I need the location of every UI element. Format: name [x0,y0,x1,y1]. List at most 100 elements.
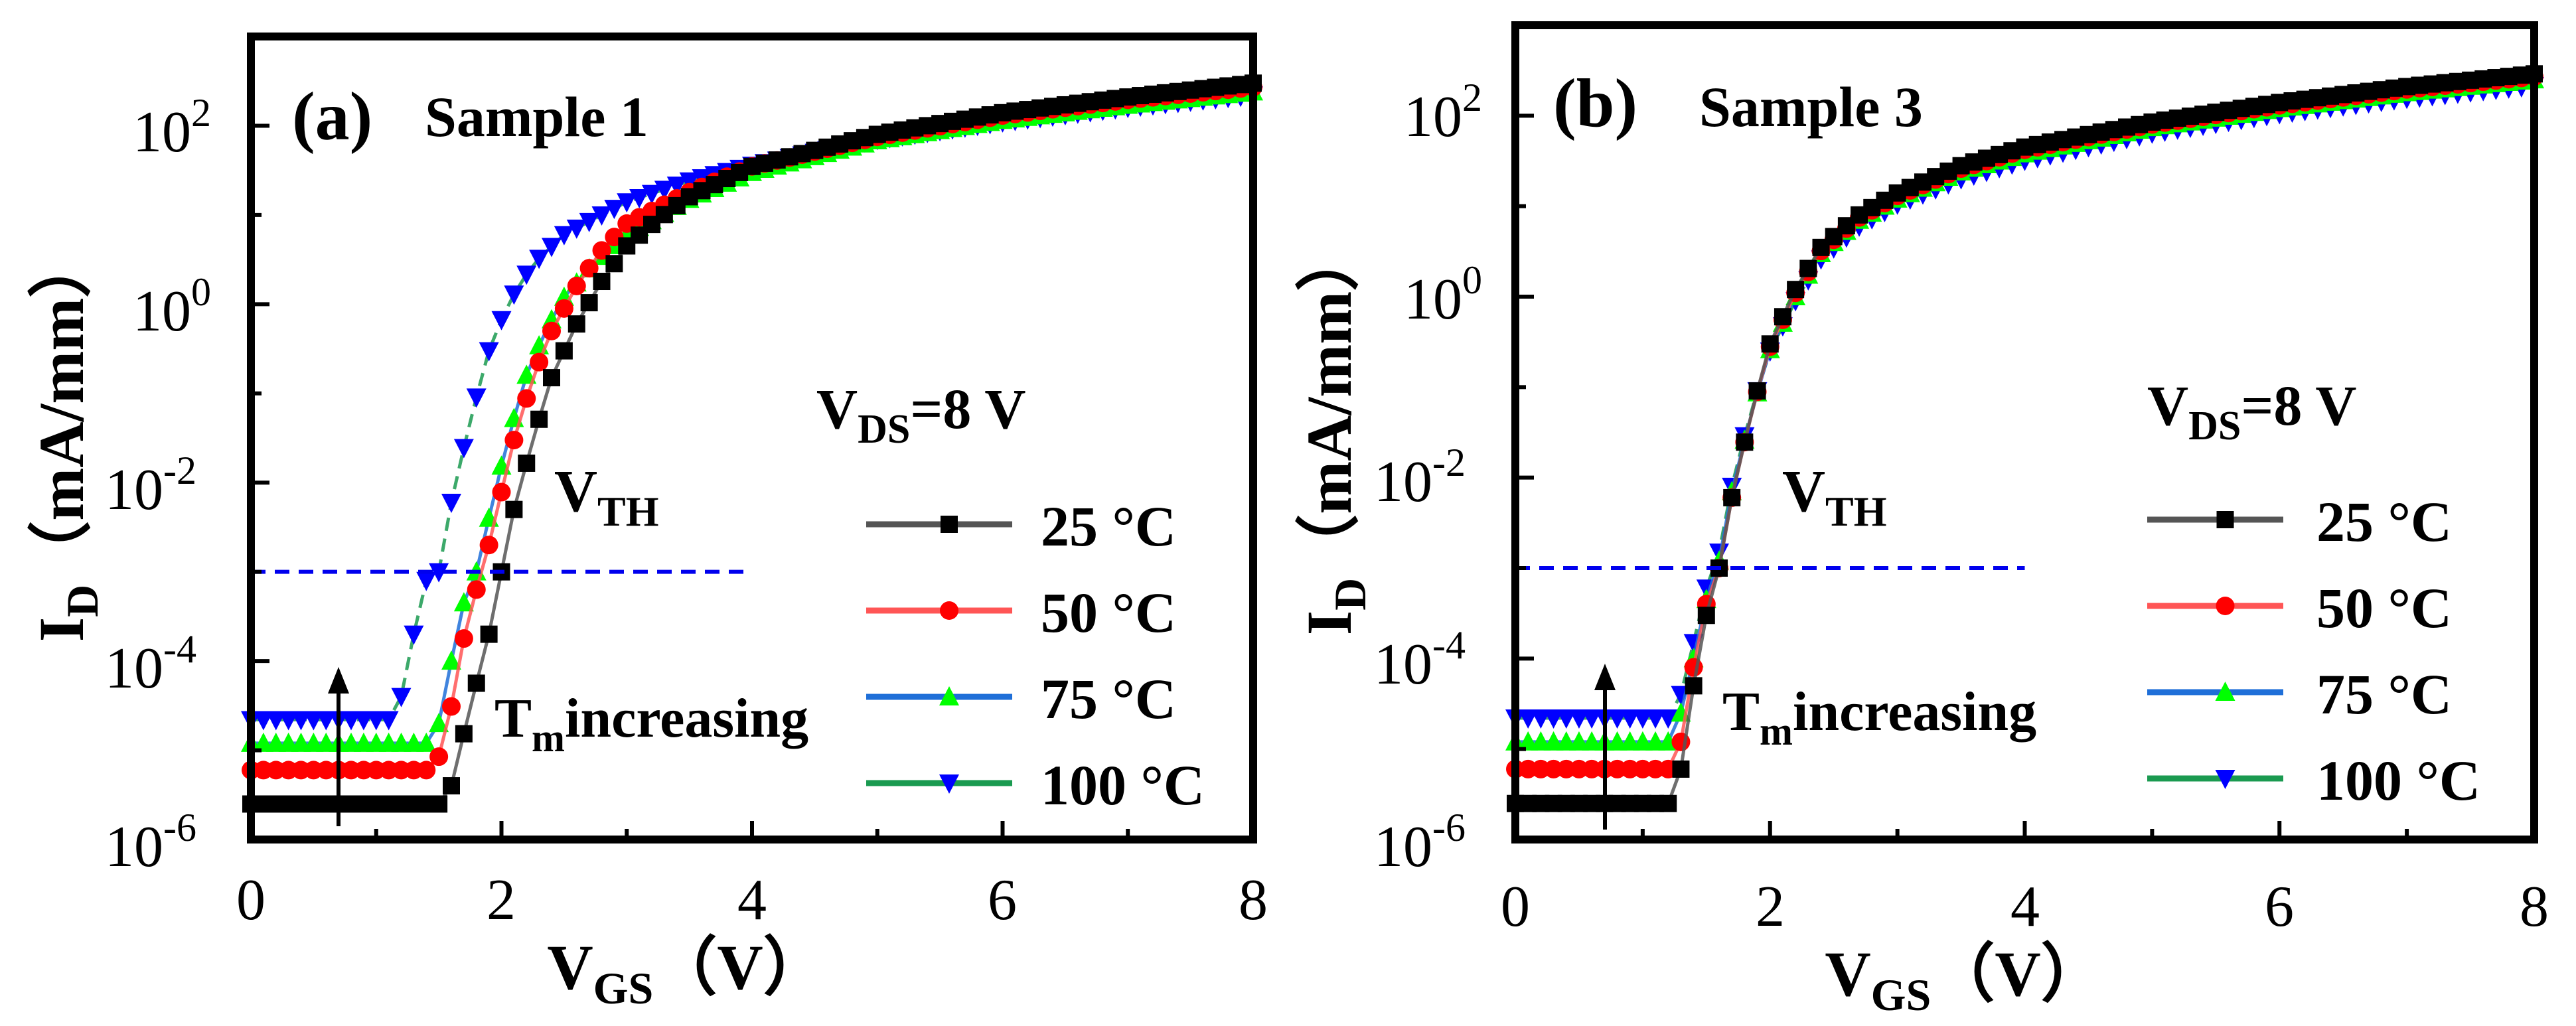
panel-a-x-tick-label: 8 [1239,868,1268,932]
panel-a-legend-symbols [866,516,1012,794]
panel-a-axis-ticks [249,35,1255,842]
data-point [278,732,299,752]
data-point [1531,731,1551,751]
data-point [1531,759,1551,778]
data-point [253,732,273,752]
data-point [1799,259,1817,277]
panel-b-tm-annotation: Tmincreasing [1722,681,2036,753]
data-point [543,369,560,387]
data-point [416,571,437,591]
data-point [417,761,436,780]
data-point [504,431,524,450]
data-point [366,711,386,731]
panel-b-y-tick-label: 10-4 [1374,623,1466,697]
data-point [453,439,474,459]
data-point [1582,731,1602,751]
data-point [1582,759,1602,778]
data-point [567,276,586,295]
panel-b-x-tick-label: 2 [1756,875,1785,939]
data-point [1620,759,1639,778]
data-point [1608,759,1627,778]
legend-marker [939,686,959,705]
data-point [265,732,286,752]
data-point [378,711,399,731]
data-point [1645,731,1666,751]
data-point [480,625,498,643]
data-point [593,273,611,291]
data-point [517,389,536,408]
data-point [1684,658,1703,677]
data-point [605,255,623,273]
data-point [1582,709,1602,729]
data-point [1787,281,1805,299]
series-line-100C [251,93,1254,721]
panel-a-tm-arrowhead [328,667,349,694]
data-point [404,625,424,645]
panel-a-series-layer [241,74,1263,813]
panel-a-sample-title: Sample 1 [425,85,648,149]
data-point [1685,677,1703,695]
data-point [666,177,687,196]
series-line-75C [251,90,1254,745]
data-point [591,206,612,226]
panel-a-legend-entry: 75 °C [1041,667,1176,731]
data-point [1569,759,1588,778]
panel-b-legend-symbols [2147,511,2283,789]
data-point [642,184,662,204]
legend-marker [2215,770,2235,789]
data-point [1645,709,1666,729]
panel-b-y-tick-label: 10-2 [1374,441,1466,514]
data-point [518,454,536,472]
data-point [504,285,524,305]
data-point [1568,709,1589,729]
series-line-75C [1515,78,2535,744]
data-point [1646,759,1665,778]
data-point [516,265,537,285]
data-point [1633,759,1652,778]
panel-b-vth-annotation: VTH [1782,459,1886,535]
data-point [1556,709,1576,729]
panel-b-x-tick-label: 6 [2265,875,2294,939]
data-point [679,172,700,192]
panel-a-legend-title: VDS=8 V [816,377,1025,452]
panel-a-legend-entry: 25 °C [1041,494,1176,558]
data-point [1543,731,1564,751]
panel-b-x-tick-label: 0 [1501,875,1530,939]
panel-a-y-tick-label: 100 [133,270,211,344]
data-point [429,713,449,733]
data-point [1697,607,1715,624]
panel-b-y-axis-label: ID（mA/mm） [1294,228,1375,635]
data-point [479,342,499,362]
panel-b-y-tick-label: 100 [1404,258,1482,332]
panel-b-label: (b) [1553,65,1637,141]
data-point [1774,308,1791,326]
data-point [455,725,473,743]
data-point [505,500,523,518]
legend-marker [2216,511,2234,528]
panel-b-sample-title: Sample 3 [1699,75,1923,139]
data-point [442,697,461,716]
data-point [353,711,374,731]
data-point [303,711,324,731]
data-point [353,732,374,752]
data-point [617,193,637,213]
data-point [253,711,273,731]
data-point [429,747,449,767]
data-point [1531,709,1551,729]
data-point [604,200,625,220]
panel-b-y-tick-label: 10-6 [1374,806,1466,879]
data-point [479,536,498,555]
data-point [1519,759,1538,778]
data-point [441,494,461,514]
legend-marker [2216,597,2235,615]
data-point [554,299,573,318]
data-point [429,563,449,583]
data-point [1556,731,1576,751]
data-point [416,732,437,752]
panel-a: (a) Sample 1 0 2 4 6 8 10-6 10-4 10-2 10… [26,33,1268,1013]
data-point [492,482,511,502]
legend-marker [940,601,958,620]
panel-b-x-axis-label: VGS（V） [1825,938,2104,1020]
data-point [316,732,337,752]
